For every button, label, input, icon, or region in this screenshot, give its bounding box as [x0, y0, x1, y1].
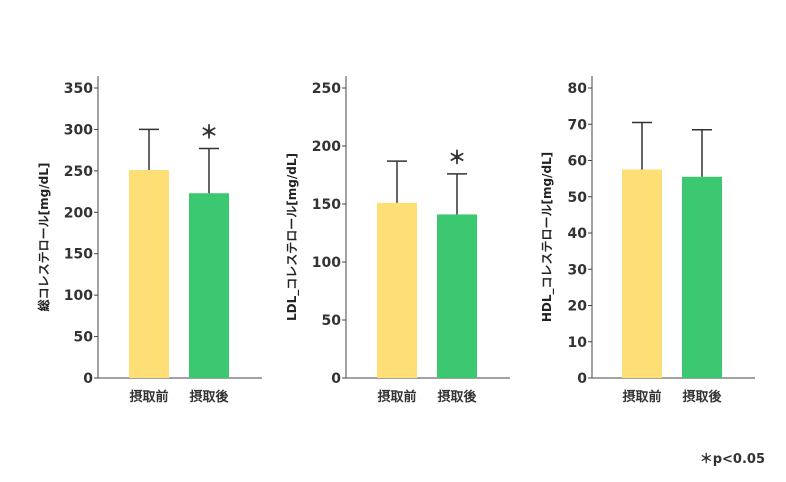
y-tick-label: 0	[83, 371, 93, 387]
chart-panel-3: 0 10 20 30 40 50 60 70 80 HDL_コレステロール[mg/dL] 摂取前 摂取…	[540, 76, 755, 405]
y-tick-label: 300	[64, 122, 93, 138]
y-tick-label: 350	[64, 81, 93, 97]
y-tick-label: 250	[312, 81, 341, 97]
y-tick-label: 0	[331, 371, 341, 387]
category-label: 摂取後	[437, 389, 477, 405]
y-tick-label: 250	[64, 164, 93, 180]
bar-after	[682, 176, 722, 378]
y-axis-label: HDL_コレステロール[mg/dL]	[540, 152, 555, 322]
y-tick-label: 0	[577, 371, 587, 387]
significance-footnote: ＊p<0.05	[699, 452, 765, 467]
y-axis-label: LDL_コレステロール[mg/dL]	[285, 153, 300, 321]
y-tick-label: 20	[568, 299, 588, 315]
y-tick-label: 60	[568, 154, 588, 170]
bar-before	[129, 170, 169, 378]
y-tick-label: 50	[568, 190, 588, 206]
category-label: 摂取前	[377, 389, 416, 405]
y-tick-label: 80	[568, 81, 588, 97]
y-tick-label: 50	[322, 313, 342, 329]
category-label: 摂取後	[682, 389, 722, 405]
y-tick-label: 150	[64, 247, 93, 263]
y-tick-label: 200	[312, 139, 341, 155]
bar-before	[377, 202, 417, 378]
chart-panel-1: 0 50 100 150 200 250 300 350 総コレステロール[mg/dL] 摂取前 摂…	[36, 76, 262, 405]
y-tick-label: 100	[312, 255, 341, 271]
category-label: 摂取後	[189, 389, 229, 405]
y-tick-label: 150	[312, 197, 341, 213]
significance-mark: ＊	[200, 122, 218, 143]
bar-before	[622, 169, 662, 378]
bar-after	[437, 214, 477, 378]
significance-mark: ＊	[448, 148, 466, 169]
y-tick-label: 10	[568, 335, 588, 351]
y-tick-label: 70	[568, 117, 588, 133]
category-label: 摂取前	[129, 389, 168, 405]
y-tick-label: 40	[568, 226, 588, 242]
y-tick-label: 30	[568, 262, 588, 278]
category-label: 摂取前	[622, 389, 661, 405]
y-tick-label: 50	[74, 330, 94, 346]
y-axis-label: 総コレステロール[mg/dL]	[36, 163, 51, 312]
y-tick-label: 200	[64, 205, 93, 221]
bar-after	[189, 193, 229, 378]
y-tick-label: 100	[64, 288, 93, 304]
chart-panel-2: 0 50 100 150 200 250 LDL_コレステロール[mg/dL] 摂取前 摂取後 ＊	[285, 76, 510, 405]
